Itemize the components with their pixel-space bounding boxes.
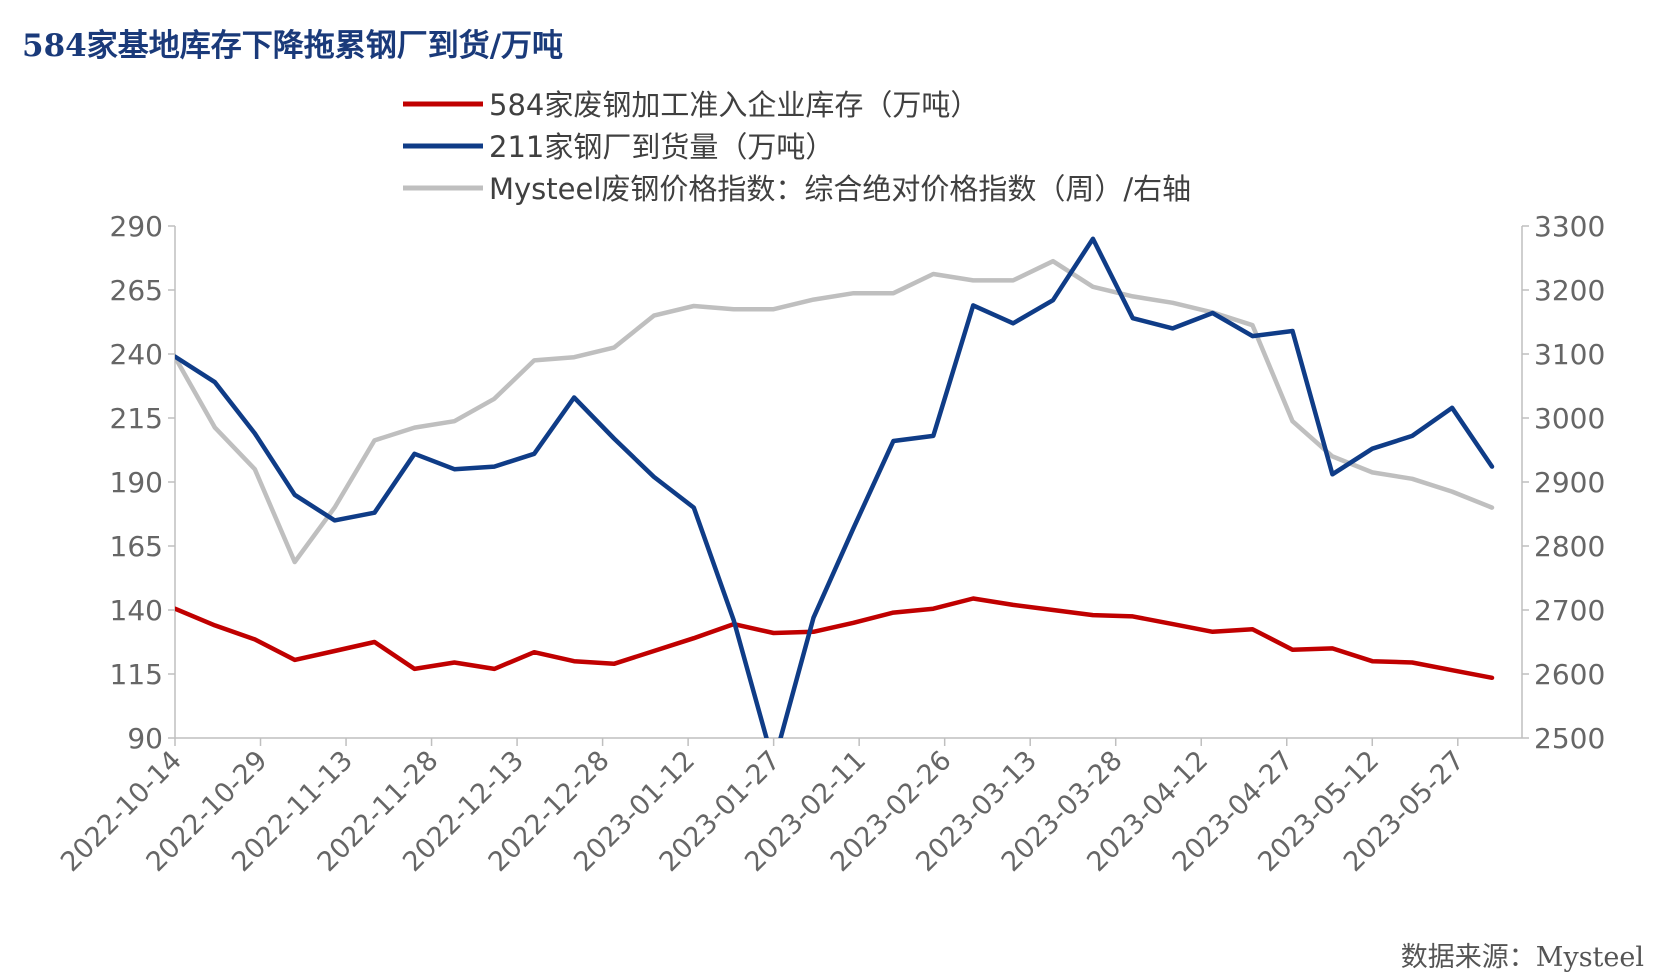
source-note: 数据来源：Mysteel: [1400, 942, 1644, 973]
series-line-2: [175, 236, 1495, 738]
right-tick-label: 3000: [1534, 402, 1605, 435]
right-tick-label: 3300: [1534, 210, 1605, 243]
left-tick-label: 140: [110, 594, 163, 627]
left-tick-label: 90: [127, 722, 163, 755]
right-tick-label: 2500: [1534, 722, 1605, 755]
left-tick-label: 290: [110, 210, 163, 243]
legend-label-1: 584家废钢加工准入企业库存（万吨）: [489, 88, 979, 122]
legend-label-2: 211家钢厂到货量（万吨）: [489, 130, 834, 164]
left-tick-label: 115: [110, 658, 163, 691]
left-tick-label: 240: [110, 338, 163, 371]
right-tick-label: 2900: [1534, 466, 1605, 499]
right-tick-label: 2700: [1534, 594, 1605, 627]
series-line-1: [175, 596, 1495, 681]
right-tick-label: 3100: [1534, 338, 1605, 371]
left-tick-label: 265: [110, 274, 163, 307]
left-tick-label: 165: [110, 530, 163, 563]
left-tick-label: 215: [110, 402, 163, 435]
series-line-3: [175, 258, 1495, 565]
right-tick-label: 3200: [1534, 274, 1605, 307]
legend-label-3: Mysteel废钢价格指数：综合绝对价格指数（周）/右轴: [489, 172, 1191, 206]
left-tick-label: 190: [110, 466, 163, 499]
chart-title: 584家基地库存下降拖累钢厂到货/万吨: [22, 28, 564, 64]
right-tick-label: 2600: [1534, 658, 1605, 691]
right-tick-label: 2800: [1534, 530, 1605, 563]
